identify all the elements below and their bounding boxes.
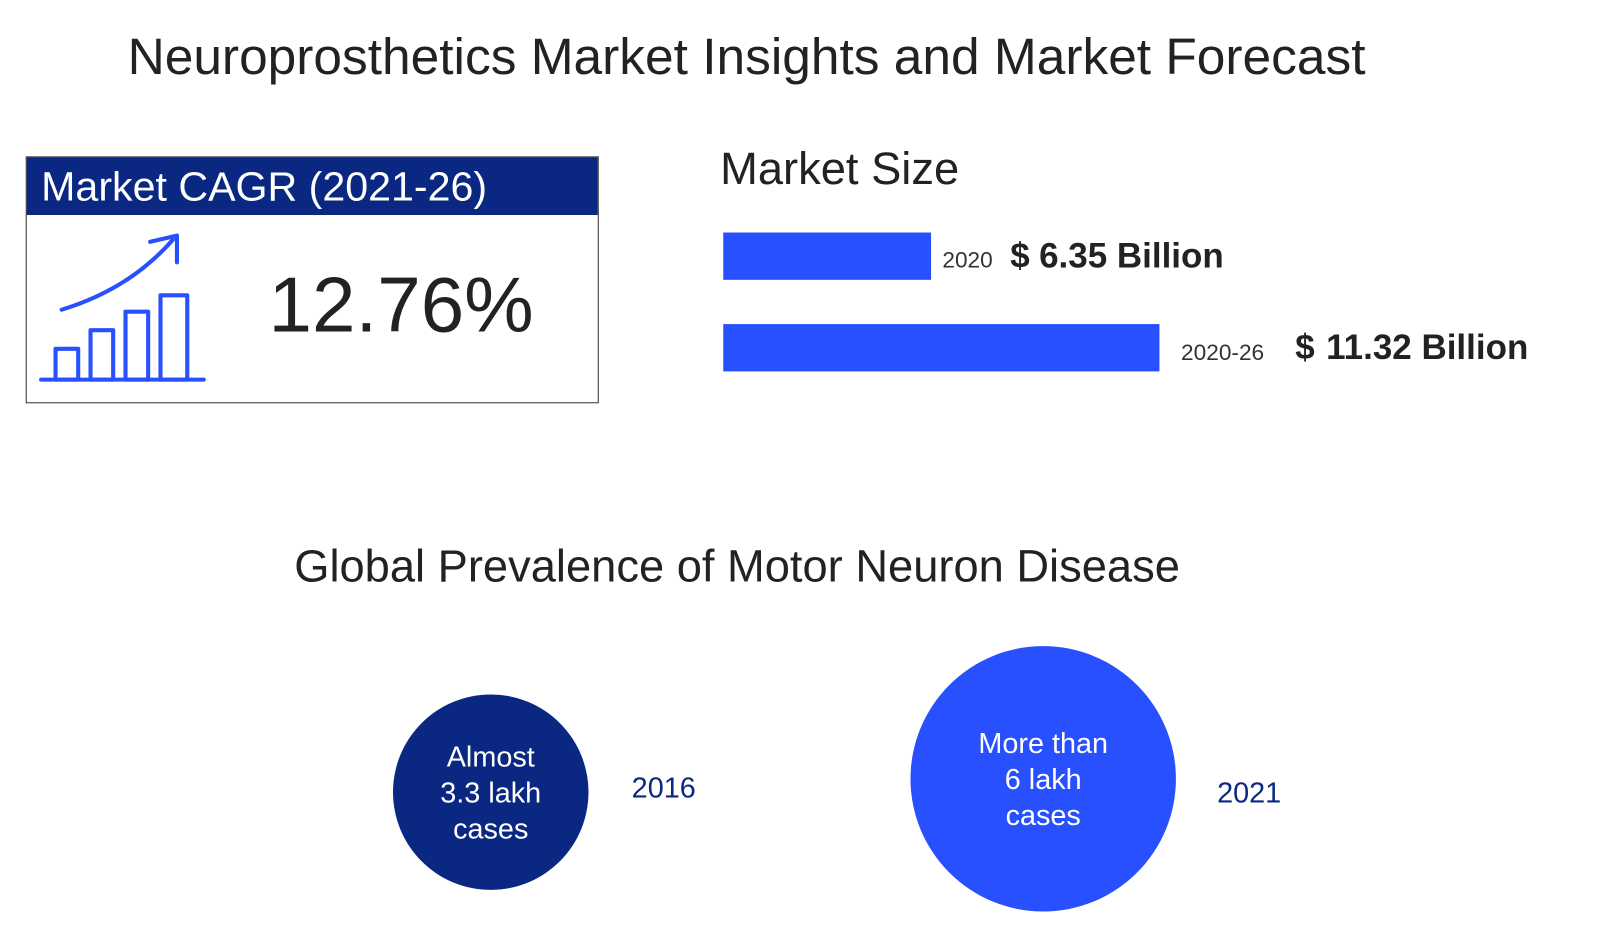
period-label: 2020-26 [1181, 339, 1265, 366]
market-bar [723, 232, 932, 280]
cases-circle: Almost 3.3 lakh cases [393, 694, 589, 890]
circle-text: More than [978, 726, 1109, 759]
growth-icon [39, 233, 206, 382]
cagr-label: Market CAGR (2021-26) [26, 157, 598, 216]
cagr-card: Market CAGR (2021-26) 12.76% [25, 156, 599, 404]
cases-circle: More than 6 lakh cases [910, 646, 1176, 912]
amount: 11.32 Billion [1326, 328, 1529, 368]
circle-text: 3.3 lakh [440, 776, 542, 809]
circle-text: Almost [446, 740, 535, 773]
period-label: 2020 [942, 246, 993, 273]
prevalence-title: Global Prevalence of Motor Neuron Diseas… [294, 541, 1180, 592]
currency: $ [1295, 328, 1315, 368]
circle-text: 6 lakh [1004, 762, 1082, 795]
market-size-title: Market Size [720, 144, 960, 195]
currency: $ [1010, 236, 1030, 276]
amount: 6.35 Billion [1039, 236, 1224, 276]
year-label: 2016 [631, 771, 696, 804]
cagr-value: 12.76% [268, 261, 534, 349]
circle-text: cases [453, 812, 529, 845]
page-title: Neuroprosthetics Market Insights and Mar… [127, 27, 1366, 86]
market-bar [723, 324, 1160, 372]
circle-text: cases [1005, 798, 1081, 831]
year-label: 2021 [1217, 776, 1282, 809]
